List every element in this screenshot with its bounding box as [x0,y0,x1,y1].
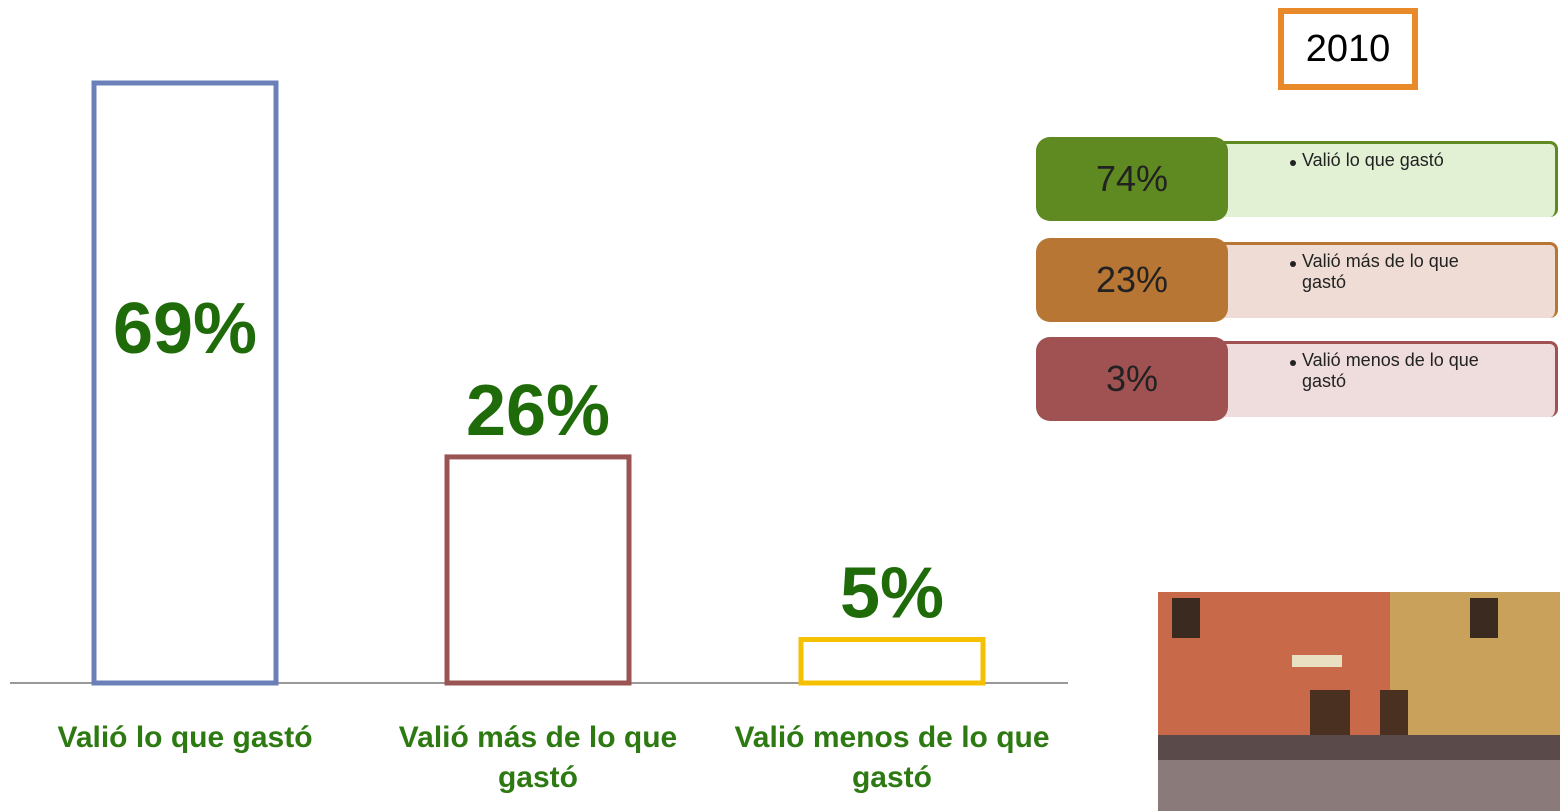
photo [1158,592,1560,811]
legend-text: Valió más de lo que gastó [1222,242,1558,318]
legend-row: 74%Valió lo que gastó [1036,137,1558,221]
legend-percent: 23% [1036,238,1228,322]
category-label: Valió lo que gastó [25,718,345,758]
bar [801,640,983,683]
value-label: 5% [840,554,944,634]
bar [94,83,276,683]
legend-percent: 3% [1036,337,1228,421]
slide: {"chart_data": {"type": "bar", "categori… [0,0,1560,811]
value-label: 69% [113,289,257,369]
category-label: Valió menos de lo que gastó [732,718,1052,798]
legend-text: Valió lo que gastó [1222,141,1558,217]
legend-row: 23%Valió más de lo que gastó [1036,238,1558,322]
legend-row: 3%Valió menos de lo que gastó [1036,337,1558,421]
bar [447,457,629,683]
year-box: 2010 [1278,8,1418,90]
value-label: 26% [466,371,610,451]
legend-percent: 74% [1036,137,1228,221]
category-label: Valió más de lo que gastó [378,718,698,798]
legend-text: Valió menos de lo que gastó [1222,341,1558,417]
